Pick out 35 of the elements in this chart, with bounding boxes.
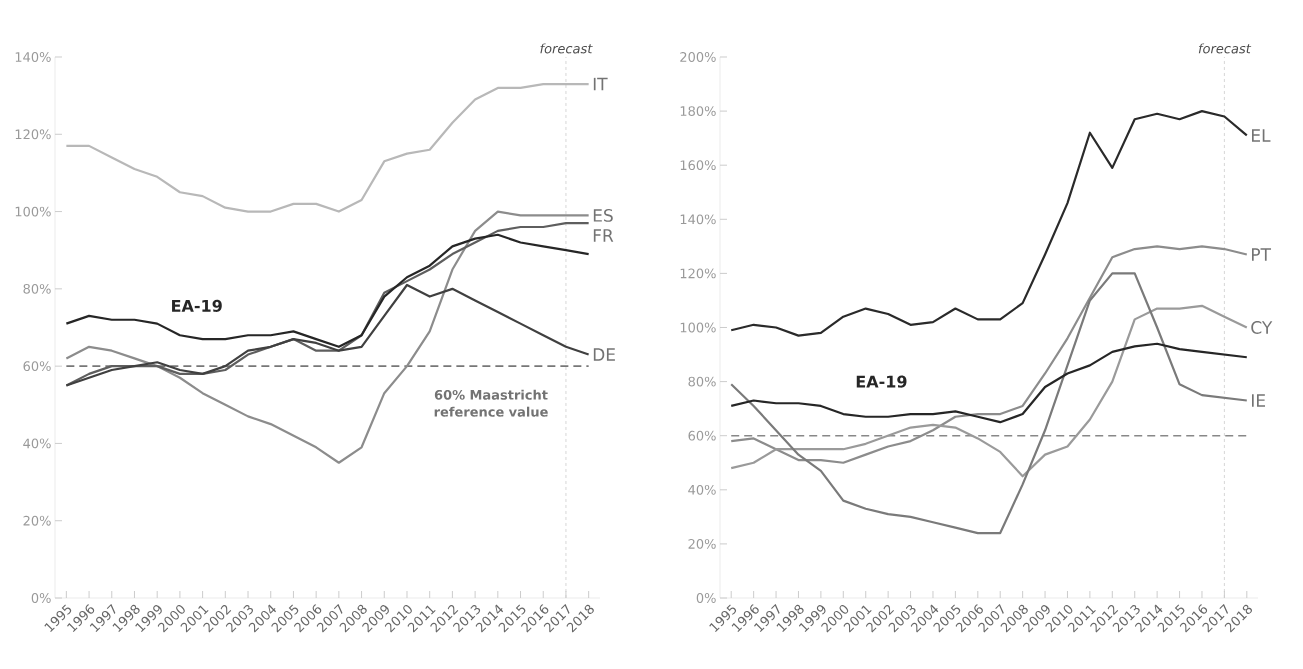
y-tick-label: 140% [15, 52, 51, 62]
series-label: DE [593, 348, 615, 361]
y-tick-label: 60% [688, 430, 716, 441]
series-label: IT [593, 77, 608, 91]
line-series [730, 109, 1248, 337]
y-tick-label: 120% [15, 129, 51, 140]
ref-line-label: forecast [1198, 43, 1252, 54]
y-tick-label: 140% [680, 214, 716, 225]
ref-line-label: forecast [540, 43, 593, 54]
series-label: EL [1252, 129, 1271, 142]
y-tick-label: 0% [31, 593, 51, 603]
ref-line-label: 60% Maastricht reference value [434, 389, 548, 417]
y-tick-label: 0% [696, 593, 716, 603]
series-label: PT [1252, 248, 1272, 261]
y-tick-label: 40% [688, 484, 716, 495]
y-tick-label: 100% [680, 322, 716, 333]
line-series [730, 245, 1248, 464]
series-label: FR [593, 229, 614, 242]
y-tick-label: 120% [680, 268, 716, 279]
line-series [65, 233, 590, 348]
series-label: IE [1252, 394, 1266, 407]
annotation: EA-19 [172, 299, 222, 312]
y-tick-label: 60% [23, 361, 51, 372]
y-tick-label: 80% [23, 283, 51, 294]
y-tick-label: 40% [23, 438, 51, 449]
y-tick-label: 180% [680, 106, 716, 117]
y-tick-label: 80% [688, 376, 716, 387]
y-tick-label: 20% [688, 538, 716, 549]
annotation: EA-19 [856, 375, 907, 388]
y-tick-label: 100% [15, 206, 51, 217]
y-tick-label: 200% [680, 52, 716, 62]
y-tick-label: 160% [680, 160, 716, 171]
series-label: CY [1251, 321, 1273, 334]
series-label: ES [593, 208, 613, 222]
y-tick-label: 20% [23, 515, 51, 526]
